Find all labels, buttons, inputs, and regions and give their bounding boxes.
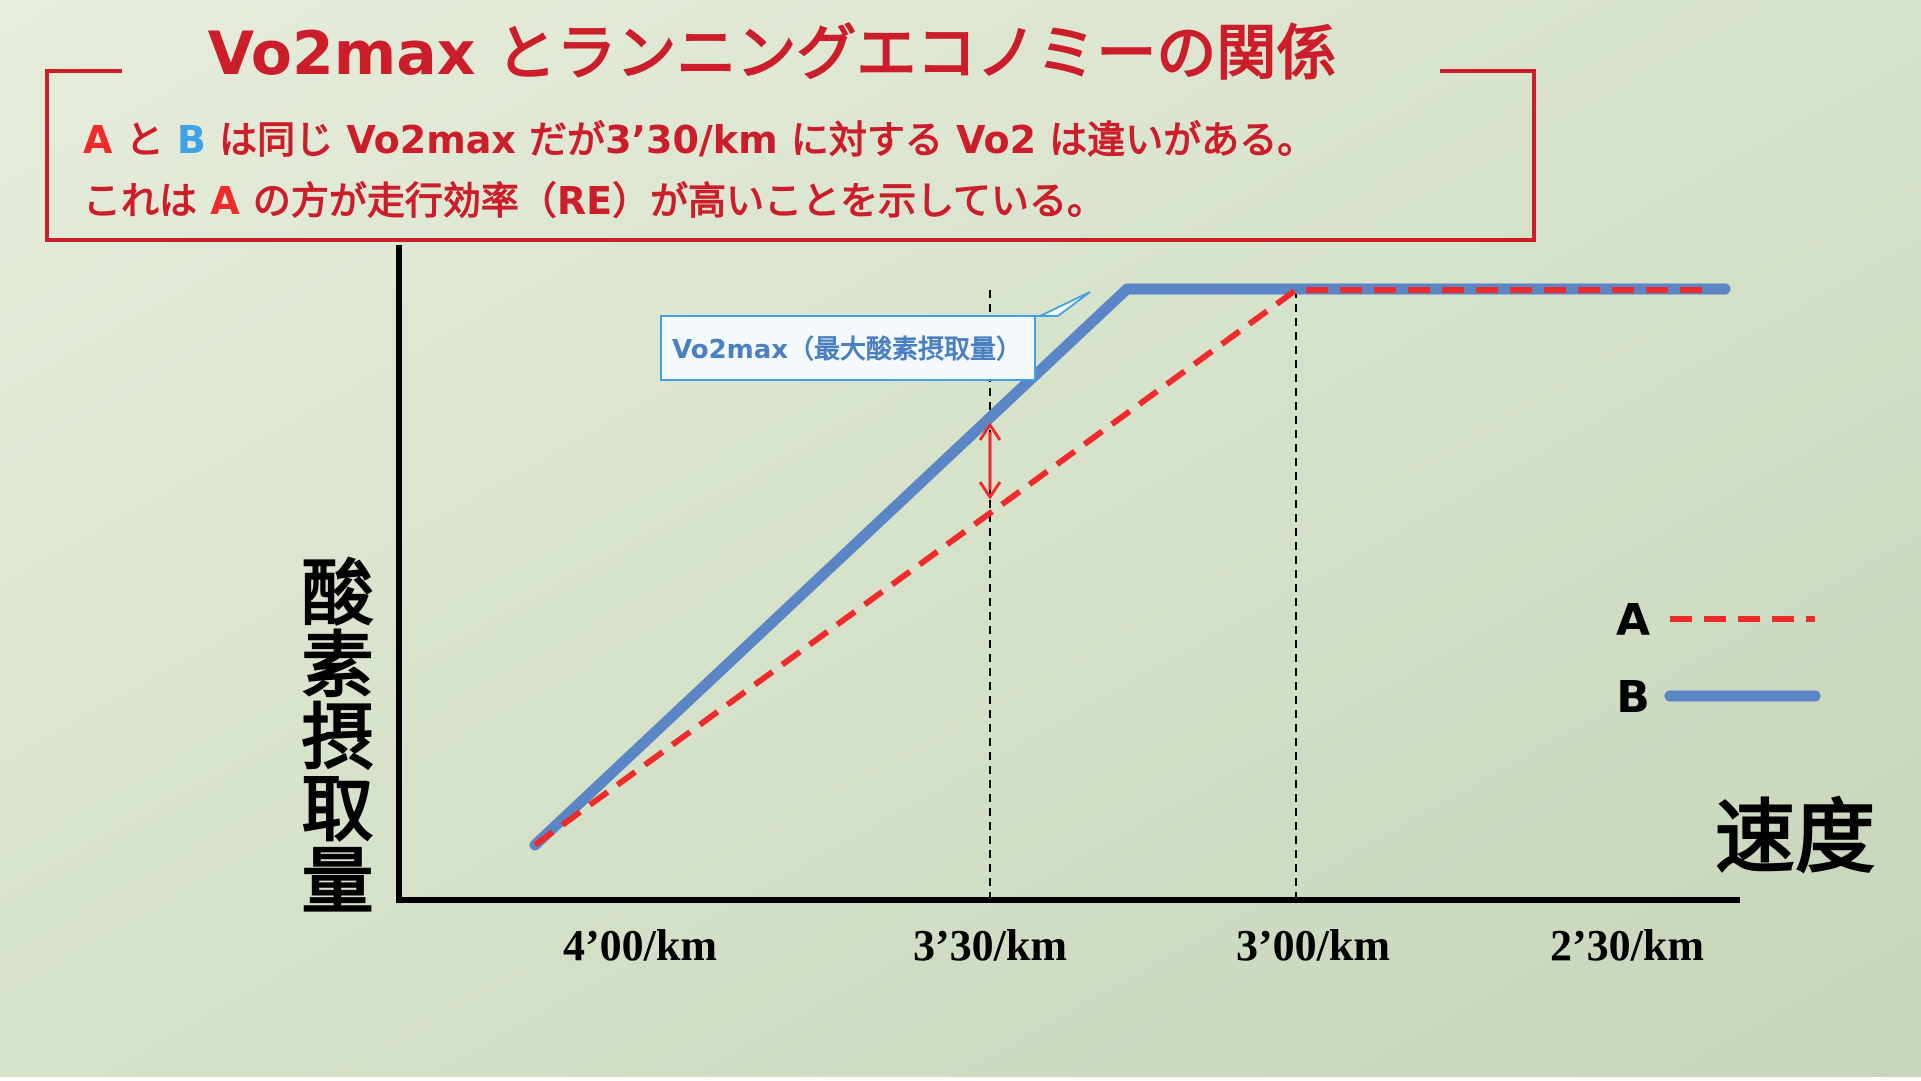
description-line: これは A の方が走行効率（RE）が高いことを示している。 (83, 179, 1105, 223)
description-segment: は同じ Vo2max だが3’30/km に対する Vo2 は違いがある。 (206, 118, 1315, 162)
legend-label: B (1616, 672, 1650, 723)
description-segment: の方が走行効率（RE）が高いことを示している。 (240, 179, 1105, 223)
x-tick-label: 4’00/km (563, 921, 717, 970)
y-axis-label: 酸素摂取量 (289, 555, 373, 915)
title: Vo2max とランニングエコノミーの関係 (208, 19, 1337, 89)
description-segment: B (177, 118, 206, 162)
x-tick-label: 3’00/km (1236, 921, 1390, 970)
description-segment: A (210, 179, 240, 223)
description-segment: これは (83, 179, 210, 223)
legend-label: A (1616, 595, 1650, 646)
line-a (533, 287, 1703, 848)
x-axis-label: 速度 (1715, 791, 1875, 884)
legend: AB (1616, 595, 1821, 723)
description-line: A と B は同じ Vo2max だが3’30/km に対する Vo2 は違いが… (83, 118, 1315, 162)
x-ticks: 4’00/km 3’30/km 3’00/km 2’30/km (563, 921, 1704, 970)
description-segment: と (112, 118, 176, 162)
callout-box (660, 291, 1091, 381)
arrow-heads (978, 422, 1002, 500)
frame (45, 69, 1536, 242)
callout-text: Vo2max（最大酸素摂取量） (672, 334, 1022, 365)
x-tick-label: 3’30/km (913, 921, 1067, 970)
description-segment: A (83, 118, 113, 162)
x-tick-label: 2’30/km (1550, 921, 1704, 970)
